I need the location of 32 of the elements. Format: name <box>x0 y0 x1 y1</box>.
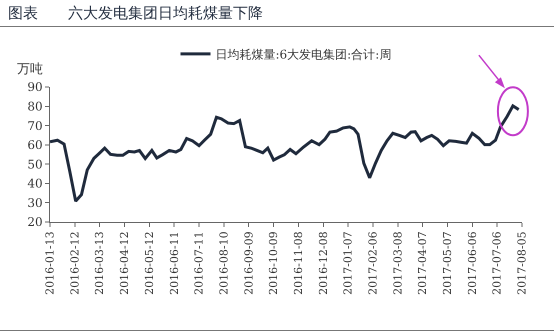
x-tick-label: 2017-05-07 <box>441 231 454 295</box>
legend-label: 日均耗煤量:6大发电集团:合计:周 <box>216 48 392 62</box>
x-tick-label: 2017-06-06 <box>466 231 479 295</box>
y-tick-label: 20 <box>27 215 43 230</box>
x-tick-label: 2017-03-08 <box>391 231 404 295</box>
x-tick-label: 2016-05-12 <box>142 231 156 295</box>
y-tick-label: 50 <box>27 157 43 172</box>
line-series <box>50 104 520 203</box>
y-tick-label: 40 <box>27 176 43 191</box>
x-tick-label: 2016-06-11 <box>168 231 181 295</box>
x-tick-label: 2017-07-06 <box>490 231 504 295</box>
x-tick-label: 2016-07-11 <box>192 231 206 295</box>
x-tick-label: 2017-02-06 <box>366 231 380 295</box>
x-tick-label: 2016-09-09 <box>242 231 256 295</box>
x-tick-label: 2017-01-07 <box>342 231 355 295</box>
x-tick-label: 2016-02-12 <box>68 231 82 295</box>
y-tick-label: 70 <box>27 118 43 133</box>
x-tick-label: 2016-04-12 <box>118 231 132 295</box>
y-tick-label: 90 <box>27 80 43 94</box>
chart-title: 图表 六大发电集团日均耗煤量下降 <box>8 4 263 23</box>
x-tick-label: 2016-01-13 <box>44 231 57 295</box>
x-tick-label: 2017-08-05 <box>516 231 529 295</box>
y-tick-label: 30 <box>27 196 43 210</box>
x-tick-label: 2016-12-08 <box>316 231 330 295</box>
x-tick-label: 2016-08-10 <box>217 231 230 295</box>
x-tick-label: 2016-11-08 <box>292 231 305 295</box>
x-tick-label: 2016-03-13 <box>93 231 106 295</box>
x-tick-label: 2016-10-09 <box>267 231 280 295</box>
x-tick-label: 2017-04-07 <box>416 231 430 295</box>
y-axis-title: 万吨 <box>17 62 43 77</box>
y-tick-label: 60 <box>27 138 43 152</box>
y-tick-label: 80 <box>27 99 43 114</box>
